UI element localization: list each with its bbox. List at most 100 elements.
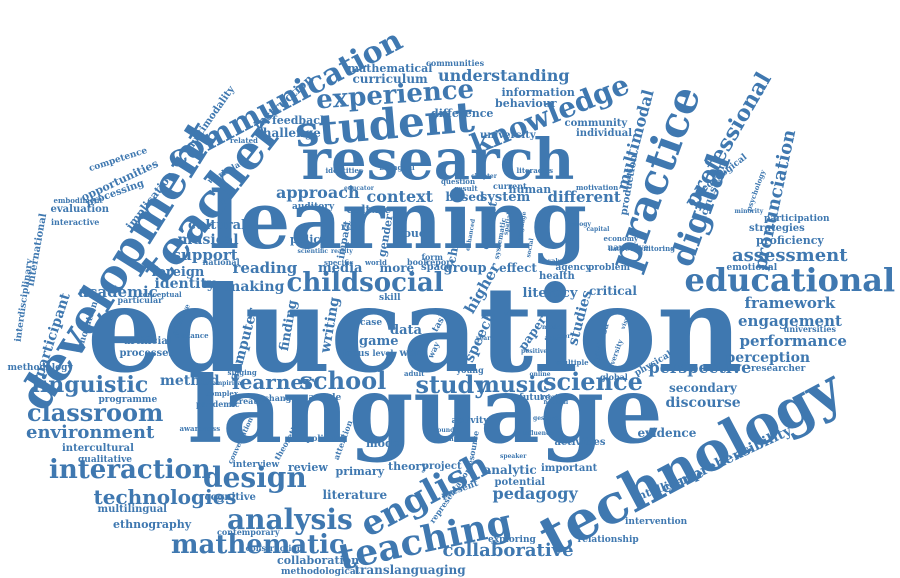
word-agency: agency: [555, 262, 591, 273]
word-video: video: [504, 308, 528, 318]
word-awareness: awareness: [179, 423, 221, 433]
word-design: design: [203, 461, 307, 494]
word-book: book: [407, 257, 429, 267]
word-perception: perception: [725, 350, 811, 366]
word-specific: specific: [324, 257, 354, 267]
word-policy: policy: [290, 232, 327, 246]
word-universities: universities: [783, 324, 837, 334]
word-report: report: [426, 257, 455, 267]
word-human: human: [508, 182, 552, 196]
word-pandemic: pandemic: [196, 399, 240, 409]
word-scientific: scientific: [297, 248, 329, 255]
word-value: value: [548, 258, 566, 265]
word-environment: environment: [26, 422, 155, 443]
word-space: space: [421, 262, 453, 273]
word-political: political: [306, 433, 344, 443]
word-embodiment: embodiment: [53, 195, 103, 205]
word-approach: approach: [276, 183, 360, 202]
word-linguistic: linguistic: [31, 372, 149, 398]
word-influence: influence: [522, 430, 554, 437]
word-intervention: intervention: [625, 516, 688, 527]
word-more: more: [379, 261, 415, 275]
word-conceptual: conceptual: [138, 289, 182, 299]
word-communities: communities: [426, 58, 485, 68]
word-bilingual: bilingual: [379, 162, 415, 172]
word-learner: learner: [232, 370, 314, 394]
word-multilingual: multilingual: [97, 504, 167, 515]
word-construction: construction: [245, 543, 303, 553]
word-reading: reading: [232, 258, 298, 277]
word-qualitative: qualitative: [78, 454, 133, 465]
word-curriculum: curriculum: [352, 72, 428, 86]
word-world: world: [365, 257, 387, 267]
word-article: article: [308, 392, 342, 403]
word-perspective: perspective: [648, 358, 752, 377]
word-processes: processes: [119, 348, 175, 359]
word-activities: activities: [554, 437, 606, 448]
word-interaction: interaction: [49, 455, 211, 485]
word-project: project: [422, 461, 462, 472]
word-problem: problem: [588, 262, 630, 273]
word-mathematic: mathematic: [171, 530, 345, 560]
word-capital: capital: [586, 226, 610, 233]
word-change: change: [264, 393, 297, 403]
word-evidence: evidence: [637, 426, 697, 440]
word-touch: touch: [398, 226, 434, 240]
word-group: group: [443, 260, 487, 276]
word-hybrid: hybrid: [540, 394, 562, 401]
word-positive: positive: [521, 348, 548, 355]
word-future: future: [519, 392, 551, 403]
word-musical: musical: [177, 232, 239, 248]
word-discourse: discourse: [665, 395, 741, 411]
word-literature: literature: [322, 488, 388, 502]
word-important: important: [541, 463, 598, 474]
word-making: making: [225, 279, 285, 295]
word-economy: economy: [603, 233, 639, 243]
word-individual: individual: [576, 128, 633, 139]
word-speaker: speaker: [500, 453, 527, 460]
word-ethnography: ethnography: [113, 517, 192, 531]
word-learning: learning: [209, 173, 587, 267]
word-information: information: [501, 85, 575, 99]
word-system: system: [480, 189, 531, 205]
word-relationship: relationship: [577, 534, 639, 545]
word-literacy: literacy: [522, 285, 578, 301]
word-science: science: [543, 367, 643, 396]
word-role: role: [341, 222, 364, 233]
word-pedagogy: pedagogy: [492, 484, 578, 503]
word-cultural: cultural: [188, 217, 246, 233]
word-health: health: [539, 271, 575, 282]
word-year: year: [476, 335, 491, 342]
word-young: young: [456, 365, 484, 375]
word-evaluation: evaluation: [50, 204, 110, 215]
word-interview: interview: [232, 459, 280, 470]
word-minority: minority: [734, 208, 764, 215]
word-culture: culture: [346, 202, 392, 216]
word-identities: identities: [325, 165, 363, 175]
word-literacies: literacies: [516, 165, 554, 175]
word-form: form: [421, 252, 443, 262]
word-framework: framework: [744, 293, 836, 312]
word-cognitive: cognitive: [204, 492, 256, 503]
word-performance: performance: [739, 331, 847, 350]
word-contemporary: contemporary: [217, 527, 280, 537]
word-context: context: [366, 187, 434, 206]
word-case: case: [360, 317, 383, 328]
word-music: music: [476, 372, 550, 398]
word-complex: complex: [205, 388, 239, 398]
word-media: media: [318, 260, 363, 276]
word-education: education: [87, 260, 743, 399]
word-distance: distance: [175, 330, 209, 340]
word-intercultural: intercultural: [62, 443, 134, 454]
word-rhythm: rhythm: [435, 436, 461, 443]
word-ecology: ecology: [565, 221, 591, 228]
word-interdisciplinary: interdisciplinary: [13, 257, 36, 343]
word-university: university: [480, 130, 536, 141]
word-national: national: [202, 257, 240, 267]
word-assessment: assessment: [732, 245, 848, 266]
word-technologies: technologies: [93, 485, 237, 509]
word-level: level: [372, 348, 394, 358]
word-foreign: foreign: [151, 264, 205, 280]
word-secondary: secondary: [669, 381, 737, 395]
word-reality: reality: [331, 248, 353, 255]
